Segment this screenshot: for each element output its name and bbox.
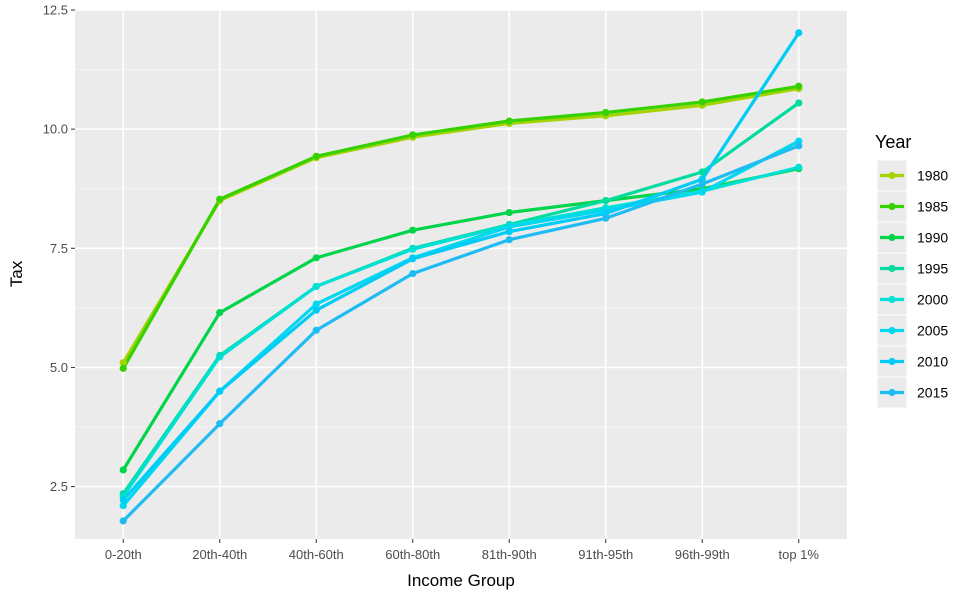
plot-panel [75,10,847,539]
data-point-2010 [312,306,320,314]
legend-label: 1985 [917,199,948,215]
data-point-1990 [409,226,417,234]
x-axis-title: Income Group [407,571,515,590]
data-point-1985 [216,195,224,203]
data-point-2010 [409,255,417,263]
y-tick-label: 10.0 [43,122,68,137]
legend-item-1995: 1995 [876,252,948,285]
legend-key-point [888,357,896,366]
legend-key-point [888,171,896,180]
data-point-2015 [312,326,320,334]
data-point-1995 [698,168,706,176]
series-lines [121,31,801,523]
y-axis-title: Tax [7,260,26,287]
legend-item-2005: 2005 [876,314,948,347]
data-point-1990 [119,466,127,474]
data-point-1985 [505,117,513,125]
series-line-1985 [121,84,801,370]
legend-item-2015: 2015 [876,376,948,409]
data-point-1990 [312,254,320,262]
x-axis: 0-20th 20th-40th 40th-60th 60th-80th 81th-90… [105,539,820,562]
data-point-2015 [119,517,127,525]
data-point-1985 [312,152,320,160]
data-point-2000 [312,282,320,291]
legend-key-point [888,388,896,397]
legend-label: 2000 [917,292,948,308]
y-tick-label: 7.5 [50,241,68,256]
data-point-2005 [312,300,320,308]
data-point-1985 [602,108,610,117]
legend-key-point [888,202,896,211]
data-point-1985 [409,131,417,139]
x-tick-label: 91th-95th [578,547,633,562]
y-tick-label: 5.0 [50,360,68,375]
legend: Year 1980 1985 1990 1995 2000 2005 2010 2015 [875,132,948,409]
data-point-1990 [216,309,224,317]
x-tick-label: 0-20th [105,547,142,562]
legend-label: 2005 [917,323,948,339]
legend-label: 1995 [917,261,948,277]
series-line-2010 [121,31,801,502]
legend-key-point [888,295,896,304]
data-point-2000 [216,353,224,361]
legend-item-2000: 2000 [876,283,948,316]
legend-key-point [888,233,896,242]
x-tick-label: 20th-40th [192,547,247,562]
legend-key-point [888,326,896,335]
legend-item-1985: 1985 [876,190,948,223]
data-point-2000 [409,245,417,253]
x-tick-label: 96th-99th [675,547,730,562]
data-point-2000 [795,163,803,171]
x-tick-label: 40th-60th [289,547,344,562]
legend-items: 1980 1985 1990 1995 2000 2005 2010 2015 [876,159,948,409]
data-point-1990 [505,208,513,217]
data-point-1995 [795,99,803,107]
legend-label: 1990 [917,230,948,246]
y-axis: 2.5 5.0 7.5 10.0 12.5 [43,3,75,494]
y-tick-label: 2.5 [50,479,68,494]
data-point-2015 [795,142,803,150]
data-point-2010 [505,228,513,236]
grid-major [75,9,847,539]
series-points [119,29,803,525]
data-point-2010 [216,387,224,395]
legend-label: 2015 [917,385,948,401]
legend-label: 2010 [917,354,948,370]
x-tick-label: 60th-80th [385,547,440,562]
data-point-2015 [602,214,610,222]
data-point-2015 [409,269,417,278]
legend-item-1990: 1990 [876,221,948,254]
x-tick-label: top 1% [779,547,820,562]
data-point-1985 [119,364,127,372]
x-tick-label: 81th-90th [482,547,537,562]
data-point-1985 [795,82,803,90]
data-point-2015 [698,180,706,188]
series-line-2015 [121,144,801,523]
legend-item-1980: 1980 [876,159,948,192]
data-point-2010 [119,496,127,504]
data-point-2015 [505,236,513,244]
y-tick-label: 12.5 [43,3,68,18]
legend-title: Year [875,132,911,152]
data-point-2005 [698,188,706,196]
data-point-2005 [119,502,127,510]
data-point-2010 [795,29,803,37]
data-point-1985 [698,98,706,106]
data-point-2015 [216,420,224,428]
legend-label: 1980 [917,168,948,184]
data-point-1995 [602,197,610,205]
data-point-1980 [119,359,127,367]
legend-key-point [888,264,896,273]
